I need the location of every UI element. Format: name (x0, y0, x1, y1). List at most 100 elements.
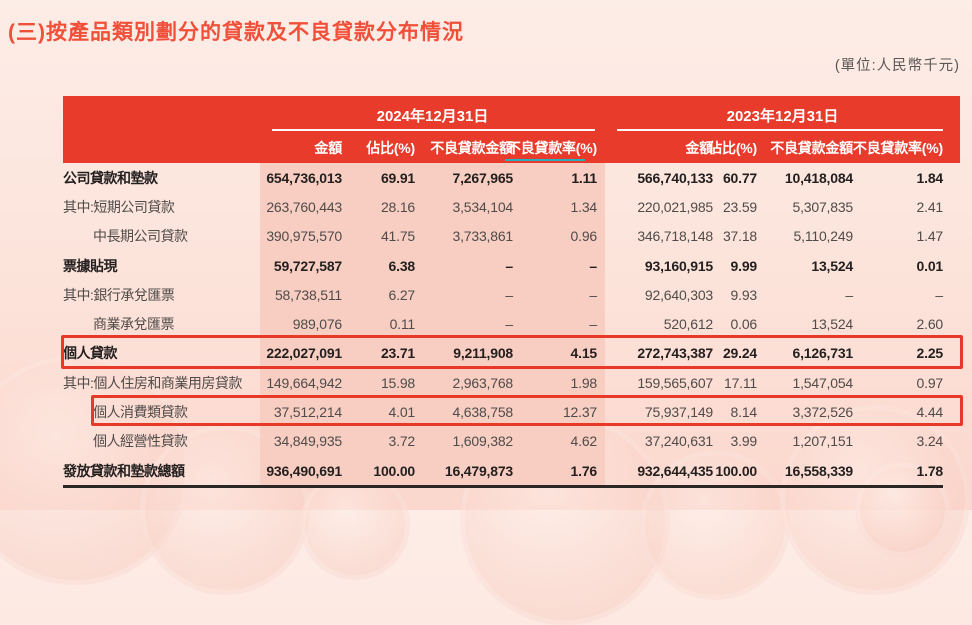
cell-2023-share: 29.24 (722, 345, 757, 362)
cell-2023-share: 37.18 (722, 228, 757, 245)
cell-2023-npl-amount: 13,524 (811, 316, 853, 333)
highlight-box-personal-consumption (91, 395, 963, 426)
cell-2024-amount: 149,664,942 (266, 374, 342, 391)
cell-2024-share: 69.91 (380, 169, 415, 186)
cell-2023-npl-rate: 0.97 (916, 374, 944, 391)
sub-header-2023-amount: 金額 (685, 140, 713, 156)
cell-2023-amount: 159,565,607 (637, 374, 713, 391)
cell-2023-npl-rate: 1.84 (916, 169, 944, 186)
cell-2023-share: 3.99 (730, 433, 758, 450)
cell-2023-amount: 75,937,149 (644, 404, 713, 421)
cell-2023-npl-rate: 1.78 (916, 462, 944, 479)
sub-header-2024-npl-rate: 不良貸款率(%) (506, 140, 597, 156)
cell-2024-npl-amount: 16,479,873 (444, 462, 513, 479)
cell-2024-share: 4.01 (388, 404, 416, 421)
cell-2023-npl-rate: 2.60 (916, 316, 944, 333)
loans-by-product-table: 2024年12月31日 2023年12月31日 金額 佔比(%) 不良貸款金額 … (61, 96, 963, 488)
cell-2023-npl-rate: 1.47 (916, 228, 944, 245)
group-underline-2024 (272, 129, 595, 131)
cell-2024-npl-rate: – (589, 286, 597, 303)
row-label: 發放貸款和墊款總額 (63, 462, 185, 479)
sub-header-2023-npl-rate: 不良貸款率(%) (852, 140, 943, 156)
cell-2023-amount: 272,743,387 (637, 345, 713, 362)
column-group-2023: 2023年12月31日 (726, 108, 839, 125)
column-band-2024 (260, 163, 605, 485)
sub-header-spacer (63, 138, 260, 158)
row-label: 商業承兌匯票 (93, 316, 175, 333)
cell-2023-npl-amount: 1,547,054 (792, 374, 854, 391)
cell-2024-npl-rate: 0.96 (570, 228, 598, 245)
table-row-total-loans: 發放貸款和墊款總額 936,490,691 100.00 16,479,873 … (63, 456, 960, 485)
column-group-2024: 2024年12月31日 (376, 108, 489, 125)
cell-2024-amount: 37,512,214 (273, 404, 342, 421)
table-row-short-term-corporate: 其中:短期公司貸款 263,760,443 28.16 3,534,104 1.… (63, 192, 960, 221)
cell-2024-npl-rate: – (589, 257, 597, 274)
row-label: 票據貼現 (63, 257, 118, 274)
table-row-personal-housing: 其中:個人住房和商業用房貸款 149,664,942 15.98 2,963,7… (63, 368, 960, 397)
cell-2024-npl-amount: 1,609,382 (452, 433, 514, 450)
cell-2023-npl-amount: 5,110,249 (793, 228, 854, 245)
cell-2024-share: 6.38 (388, 257, 416, 274)
table-bottom-rule (63, 485, 943, 488)
cell-2023-npl-rate: 2.25 (916, 345, 944, 362)
table-row-personal-loans: 個人貸款 222,027,091 23.71 9,211,908 4.15 27… (63, 339, 960, 368)
cell-2024-amount: 34,849,935 (273, 433, 342, 450)
cell-2023-amount: 93,160,915 (644, 257, 713, 274)
cell-2024-npl-rate: – (589, 316, 597, 333)
cell-2024-amount: 222,027,091 (266, 345, 342, 362)
cell-2023-amount: 37,240,631 (644, 433, 713, 450)
cell-2023-share: 100.00 (715, 462, 757, 479)
cell-2023-share: 17.11 (724, 374, 757, 391)
cell-2023-npl-amount: 16,558,339 (784, 462, 853, 479)
cell-2024-npl-rate: 1.76 (570, 462, 598, 479)
row-label: 個人經營性貸款 (93, 433, 188, 450)
cell-2023-share: 9.93 (730, 286, 758, 303)
table-row-bank-acceptance: 其中:銀行承兌匯票 58,738,511 6.27 – – 92,640,303… (63, 280, 960, 309)
cell-2024-npl-rate: 4.15 (570, 345, 598, 362)
cell-2024-npl-amount: 3,733,861 (452, 228, 514, 245)
cell-2023-amount: 566,740,133 (637, 169, 713, 186)
cell-2024-npl-amount: – (505, 316, 513, 333)
table-rows: 公司貸款和墊款 654,736,013 69.91 7,267,965 1.11… (63, 163, 960, 485)
cell-2024-npl-rate: 1.11 (571, 169, 597, 186)
cell-2023-share: 8.14 (730, 404, 758, 421)
row-label: 個人消費類貸款 (93, 404, 188, 421)
cell-2024-share: 41.75 (380, 228, 415, 245)
cell-2023-npl-rate: – (935, 286, 943, 303)
sub-header-2023-share: 佔比(%) (708, 140, 757, 156)
cell-2023-amount: 932,644,435 (637, 462, 713, 479)
cell-2023-npl-amount: 3,372,526 (792, 404, 854, 421)
cell-2024-share: 3.72 (388, 433, 416, 450)
cell-2024-amount: 59,727,587 (273, 257, 342, 274)
cell-2024-npl-amount: 2,963,768 (452, 374, 514, 391)
cell-2024-amount: 654,736,013 (266, 169, 342, 186)
table-body: 公司貸款和墊款 654,736,013 69.91 7,267,965 1.11… (61, 163, 963, 488)
cell-2024-npl-amount: 3,534,104 (452, 198, 514, 215)
cell-2024-amount: 263,760,443 (266, 198, 342, 215)
cell-2024-share: 23.71 (380, 345, 415, 362)
cell-2023-share: 0.06 (730, 316, 758, 333)
cell-2024-amount: 936,490,691 (266, 462, 342, 479)
cell-2023-npl-amount: 1,207,151 (792, 433, 854, 450)
sub-header-row: 金額 佔比(%) 不良貸款金額 不良貸款率(%) 金額 佔比(%) 不良貸款金額… (63, 138, 960, 158)
cell-2024-npl-rate: 12.37 (562, 404, 597, 421)
cell-2023-npl-amount: 5,307,835 (792, 198, 854, 215)
cell-2023-npl-amount: 6,126,731 (792, 345, 854, 362)
cell-2023-amount: 92,640,303 (644, 286, 713, 303)
group-underline-2023 (617, 129, 943, 131)
row-label: 其中:銀行承兌匯票 (63, 286, 175, 303)
table-row-bill-discounting: 票據貼現 59,727,587 6.38 – – 93,160,915 9.99… (63, 251, 960, 280)
cell-2023-share: 23.59 (722, 198, 757, 215)
cell-2024-share: 15.98 (380, 374, 415, 391)
table-row-personal-business: 個人經營性貸款 34,849,935 3.72 1,609,382 4.62 3… (63, 427, 960, 456)
unit-note: (單位:人民幣千元) (834, 58, 960, 74)
row-label: 個人貸款 (63, 345, 118, 362)
table-header: 2024年12月31日 2023年12月31日 金額 佔比(%) 不良貸款金額 … (63, 96, 960, 163)
cell-2023-npl-rate: 4.44 (916, 404, 944, 421)
cell-2023-npl-rate: 3.24 (916, 433, 944, 450)
cell-2024-amount: 58,738,511 (274, 286, 342, 303)
cell-2024-npl-amount: 9,211,908 (453, 345, 513, 362)
table-row-corporate-loans: 公司貸款和墊款 654,736,013 69.91 7,267,965 1.11… (63, 163, 960, 192)
cell-2024-npl-rate: 1.98 (570, 374, 598, 391)
table-row-personal-consumption: 個人消費類貸款 37,512,214 4.01 4,638,758 12.37 … (63, 397, 960, 426)
